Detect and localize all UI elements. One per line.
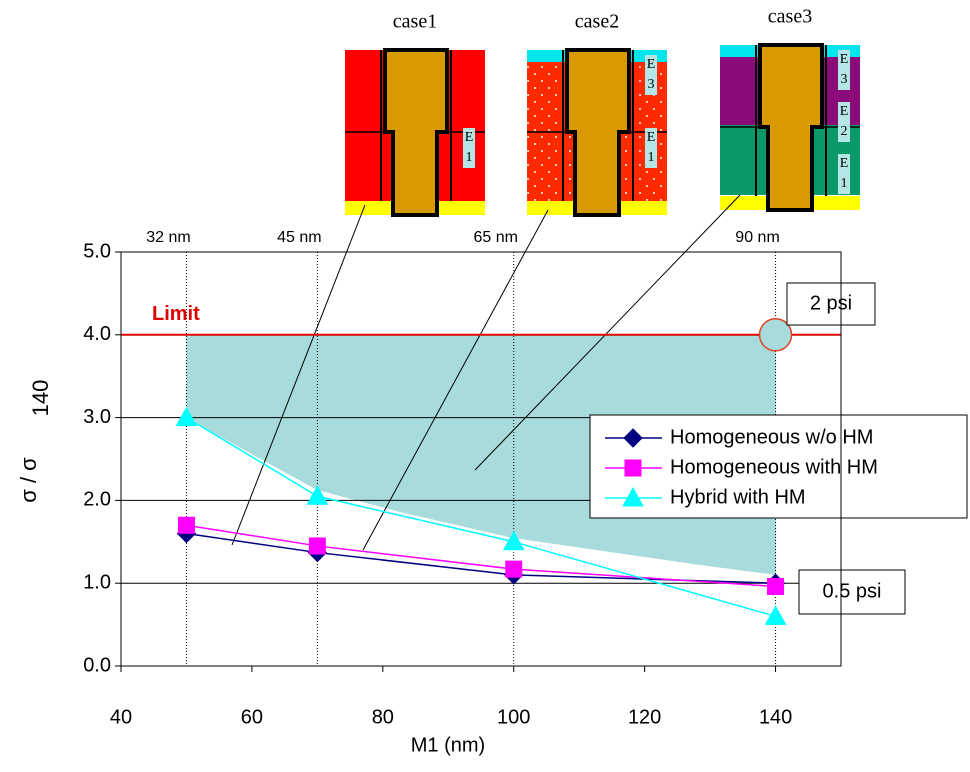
node-label: 32 nm bbox=[146, 229, 190, 246]
data-point bbox=[178, 517, 194, 533]
x-tick-label: 140 bbox=[759, 706, 792, 728]
case-label: case1 bbox=[393, 11, 437, 33]
x-tick-label: 40 bbox=[110, 706, 132, 728]
x-axis-title: M1 (nm) bbox=[411, 734, 485, 756]
via bbox=[760, 45, 822, 210]
y-axis-title-sub: 140 bbox=[28, 380, 53, 417]
x-tick-label: 100 bbox=[497, 706, 530, 728]
data-point bbox=[506, 561, 522, 577]
node-label: 90 nm bbox=[735, 229, 779, 246]
node-label: 65 nm bbox=[473, 229, 517, 246]
legend-label: Homogeneous with HM bbox=[670, 456, 878, 478]
case-label: case2 bbox=[575, 11, 619, 33]
via bbox=[567, 50, 629, 215]
page: M1 (nm) σ / σ 140 case1 case2 case3 0.0 1.0… bbox=[0, 0, 970, 772]
data-point bbox=[768, 579, 784, 595]
layer-label: E2 bbox=[838, 102, 850, 142]
legend-label: Hybrid with HM bbox=[670, 486, 806, 508]
data-point bbox=[309, 538, 325, 554]
annotation: 2 psi bbox=[810, 292, 852, 314]
legend-marker bbox=[625, 460, 641, 476]
chart: M1 (nm) σ / σ 140 case1 case2 case3 0.0 1.0… bbox=[0, 0, 970, 772]
layer-label: E1 bbox=[838, 154, 850, 194]
y-tick-label: 4.0 bbox=[83, 323, 111, 345]
x-tick-label: 80 bbox=[372, 706, 394, 728]
limit-label: Limit bbox=[152, 303, 200, 325]
node-label: 45 nm bbox=[277, 229, 321, 246]
y-tick-label: 0.0 bbox=[83, 654, 111, 676]
layer-label: E3 bbox=[838, 50, 850, 90]
x-tick-label: 120 bbox=[628, 706, 661, 728]
legend-label: Homogeneous w/o HM bbox=[670, 426, 873, 448]
y-tick-label: 3.0 bbox=[83, 406, 111, 428]
layer-label: E1 bbox=[463, 128, 475, 168]
y-tick-label: 5.0 bbox=[83, 240, 111, 262]
layer-label: E3 bbox=[645, 55, 657, 95]
y-axis-title: σ / σ bbox=[16, 457, 41, 503]
y-tick-label: 1.0 bbox=[83, 571, 111, 593]
x-tick-label: 60 bbox=[241, 706, 263, 728]
annotation: 0.5 psi bbox=[823, 580, 882, 602]
case-label: case3 bbox=[768, 6, 812, 28]
layer-label: E1 bbox=[645, 128, 657, 168]
case-diagrams: case1 case2 case3 bbox=[345, 6, 860, 215]
via bbox=[385, 50, 447, 215]
y-tick-label: 2.0 bbox=[83, 489, 111, 511]
y-axis-title-group: σ / σ 140 bbox=[16, 380, 53, 503]
